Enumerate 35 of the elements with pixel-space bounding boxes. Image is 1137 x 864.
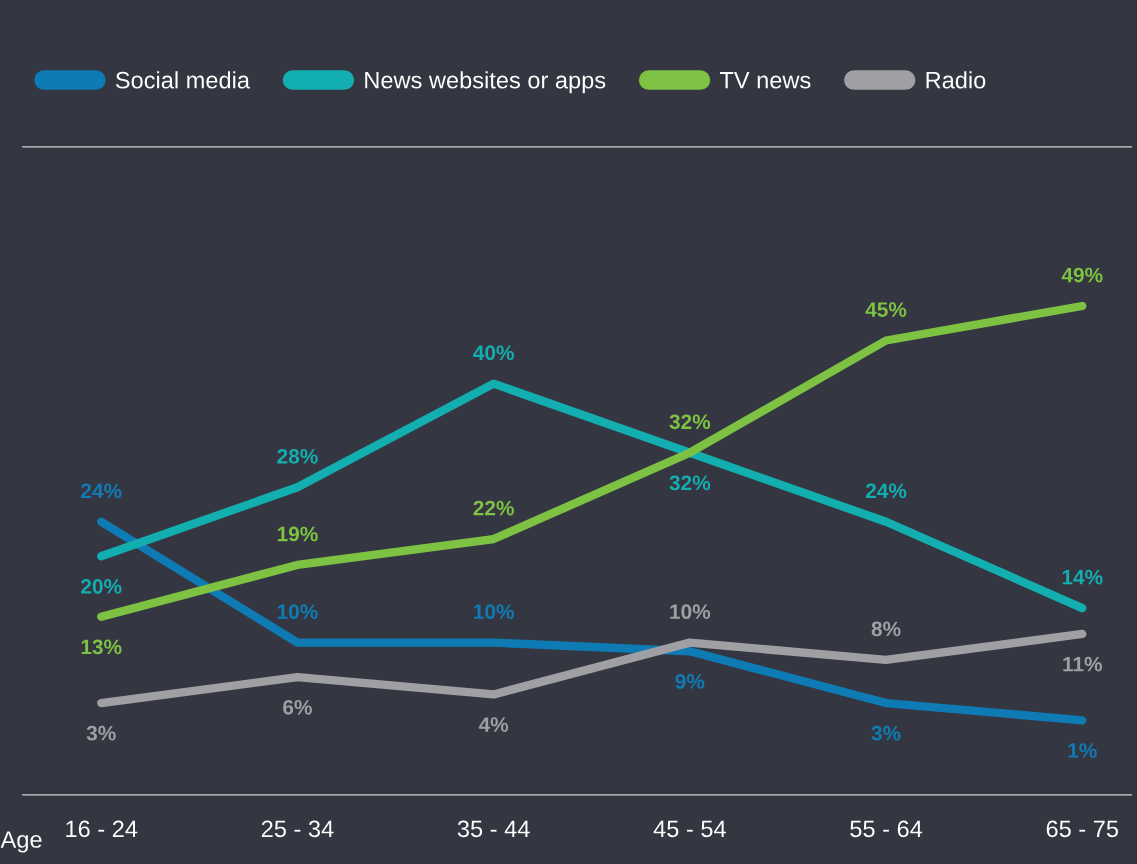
data-label: 45% bbox=[865, 302, 907, 317]
data-label: 1% bbox=[1068, 743, 1097, 758]
x-tick-label: 16 - 24 bbox=[66, 820, 138, 838]
x-axis-title: Age bbox=[0, 831, 42, 853]
data-label: 24% bbox=[81, 483, 122, 499]
legend-label: TV news bbox=[719, 72, 811, 89]
data-label: 13% bbox=[81, 639, 122, 655]
data-label: 9% bbox=[675, 674, 705, 689]
legend-label: Social media bbox=[115, 71, 250, 89]
x-tick-label: 45 - 54 bbox=[653, 820, 726, 838]
data-label: 24% bbox=[865, 483, 907, 499]
data-label: 20% bbox=[81, 579, 122, 594]
data-label: 32% bbox=[669, 475, 711, 491]
x-tick-label: 65 - 75 bbox=[1046, 820, 1119, 838]
data-label: 19% bbox=[277, 526, 318, 542]
data-label: 10% bbox=[474, 604, 514, 620]
data-label: 11% bbox=[1063, 656, 1102, 672]
data-label: 6% bbox=[283, 699, 312, 715]
data-label: 49% bbox=[1061, 267, 1103, 283]
x-tick-label: 35 - 44 bbox=[457, 820, 530, 838]
data-label: 3% bbox=[86, 725, 116, 741]
data-label: 40% bbox=[473, 345, 514, 361]
x-tick-label: 25 - 34 bbox=[261, 820, 334, 838]
data-label: 4% bbox=[478, 717, 509, 732]
x-tick-label: 55 - 64 bbox=[850, 820, 923, 838]
data-label: 10% bbox=[277, 604, 318, 620]
data-label: 3% bbox=[871, 725, 901, 741]
data-label: 8% bbox=[871, 621, 901, 637]
data-label: 32% bbox=[669, 414, 711, 430]
legend-label: Radio bbox=[926, 71, 986, 89]
data-label: 22% bbox=[473, 500, 514, 516]
legend-label: News websites or apps bbox=[365, 71, 606, 94]
data-label: 28% bbox=[277, 448, 318, 464]
data-label: 14% bbox=[1062, 569, 1103, 585]
data-label: 10% bbox=[670, 604, 711, 620]
